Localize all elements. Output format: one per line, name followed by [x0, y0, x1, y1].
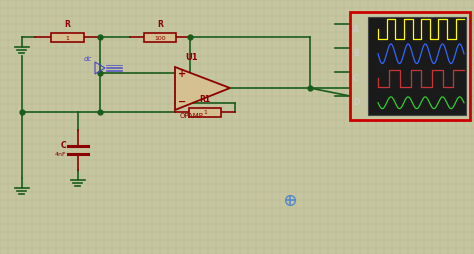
Text: A: A: [353, 25, 359, 34]
Text: OPAMP: OPAMP: [180, 113, 204, 119]
Bar: [190, 107, 220, 117]
Bar: [51, 33, 84, 41]
Text: R1: R1: [200, 95, 210, 104]
Text: 1: 1: [65, 36, 69, 40]
Text: D: D: [353, 98, 359, 107]
Text: +: +: [178, 69, 186, 79]
Text: U1: U1: [186, 53, 198, 62]
Text: −: −: [178, 97, 186, 107]
Text: R: R: [157, 20, 163, 29]
Bar: [368, 17, 466, 115]
Text: 4nF: 4nF: [55, 152, 66, 157]
Bar: [145, 33, 175, 41]
Text: B: B: [353, 49, 359, 58]
Text: 100: 100: [154, 36, 166, 40]
Text: 1: 1: [203, 110, 207, 116]
Text: R: R: [64, 20, 71, 29]
Polygon shape: [175, 67, 230, 110]
Text: C: C: [60, 141, 66, 151]
Bar: [350, 12, 470, 120]
Text: dc: dc: [84, 56, 92, 62]
Text: C: C: [353, 74, 359, 83]
